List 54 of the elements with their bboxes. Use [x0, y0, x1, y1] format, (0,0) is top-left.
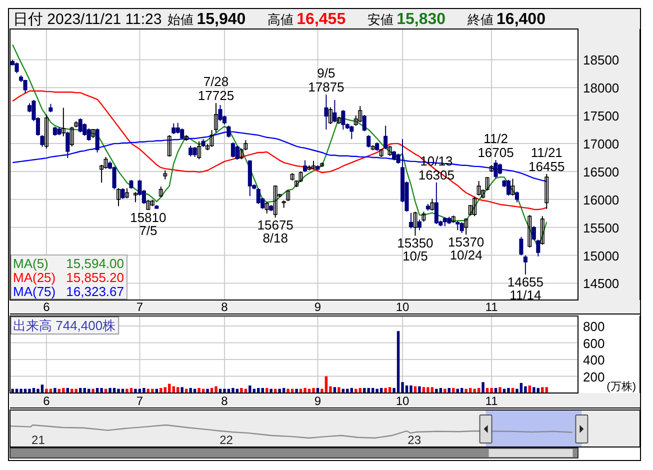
chart-title: 日付 2023/11/21 11:23 [13, 11, 162, 28]
x-tick-label: 10 [396, 394, 410, 408]
x-tick-label: 11 [485, 300, 498, 314]
text: 終値 16,400 [466, 11, 546, 28]
annotation: 8/18 [262, 230, 288, 246]
x-tick-label: 7 [136, 300, 144, 314]
y-tick-label: 600 [583, 336, 605, 351]
x-tick-label: 7 [136, 394, 144, 408]
legend: MA(5) 15,594.00 MA(25) 15,855.20 MA(75) 16,323.67 [10, 254, 128, 300]
annotation: 7/28 [203, 74, 229, 90]
annotation: 7/5 [139, 223, 158, 238]
annotation: 17875 [308, 80, 344, 95]
y-tick-label: 200 [583, 369, 605, 384]
x-tick-label: 10 [396, 300, 410, 314]
y-tick-label: 15000 [583, 248, 620, 264]
text: 始値 15,940 [168, 11, 246, 28]
text: 安値 15,830 [368, 11, 446, 28]
y-tick-label: 17500 [583, 108, 620, 124]
x-tick-label: 9 [314, 394, 322, 408]
chart-title: 出来高 744,400株 [13, 318, 116, 333]
x-tick-label: 23 [408, 433, 422, 447]
text: 高値 16,455 [268, 11, 346, 28]
annotation: 15350 [397, 236, 434, 251]
y-tick-label: 800 [583, 319, 605, 334]
y-tick-label: 18500 [583, 52, 620, 68]
y-tick-label: 18000 [583, 80, 620, 96]
x-tick-label: 21 [32, 433, 46, 447]
annotation: 11/2 [484, 131, 508, 146]
y-tick-label: 17000 [583, 136, 620, 152]
annotation: 11/21 [530, 145, 562, 160]
annotation: 10/5 [402, 248, 428, 264]
x-tick-label: 8 [221, 394, 228, 408]
annotation: 16455 [528, 159, 565, 174]
annotation: 15370 [448, 234, 484, 250]
y-tick-label: 16000 [583, 192, 620, 208]
annotation: 14655 [507, 274, 544, 290]
x-tick-label: 8 [221, 300, 228, 314]
y-tick-label: 15500 [583, 220, 620, 236]
y-axis-title: (万株) [606, 380, 636, 393]
annotation: 10/24 [450, 248, 482, 263]
x-tick-label: 11 [485, 394, 498, 408]
annotation: 17725 [198, 88, 234, 104]
y-tick-label: 14500 [583, 276, 620, 292]
annotation: 9/5 [317, 66, 336, 81]
x-tick-label: 22 [220, 433, 234, 447]
y-tick-label: 16500 [583, 164, 620, 180]
annotation: 16705 [478, 145, 514, 160]
x-tick-label: 6 [43, 300, 50, 314]
y-tick-label: 400 [583, 352, 605, 368]
annotation: 15675 [257, 218, 294, 233]
x-tick-label: 9 [314, 300, 322, 314]
annotation: 15810 [130, 210, 166, 226]
x-tick-label: 6 [43, 394, 50, 408]
annotation: 11/14 [510, 288, 542, 303]
